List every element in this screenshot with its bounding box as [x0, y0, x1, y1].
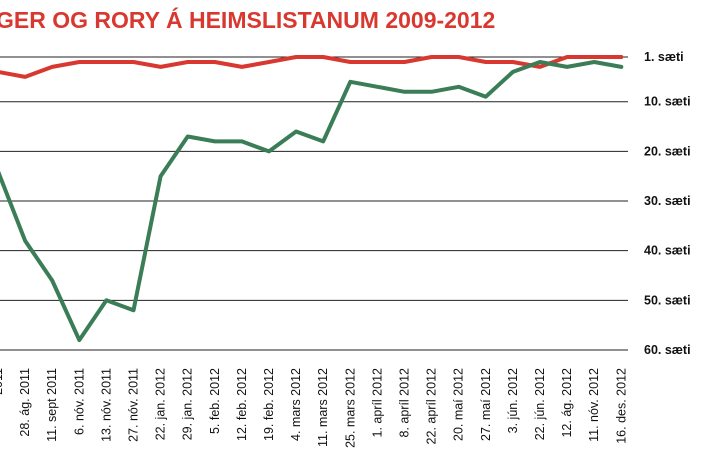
x-tick-label: 27. maí 2012 — [479, 368, 493, 441]
x-tick-label: 16. des. 2012 — [614, 368, 628, 444]
x-tick-label: 27. nóv. 2011 — [127, 368, 141, 442]
x-tick-label: 8. apríl 2012 — [398, 368, 412, 438]
chart-title: GER OG RORY Á HEIMSLISTANUM 2009-2012 — [0, 6, 495, 33]
y-tick-label: 60. sæti — [644, 343, 691, 357]
x-tick-label: 6. nóv. 2011 — [72, 368, 86, 435]
x-tick-label: 22. apríl 2012 — [425, 368, 439, 444]
x-tick-label: 13. nóv. 2011 — [99, 368, 113, 442]
x-tick-label: 20. maí 2012 — [452, 368, 466, 441]
x-tick-label: 5. feb. 2012 — [208, 368, 222, 434]
x-tick-label: 1. apríl 2012 — [370, 368, 384, 438]
y-tick-label: 30. sæti — [644, 194, 691, 208]
gridlines — [0, 56, 628, 351]
y-tick-label: 40. sæti — [644, 244, 691, 258]
x-tick-label: 11. sept 2011 — [45, 368, 59, 442]
x-tick-label: 29. jan. 2012 — [181, 368, 195, 440]
x-tick-label: 3. jún. 2012 — [506, 368, 520, 433]
series-2-line — [0, 60, 624, 343]
x-tick-label: 11. mars 2012 — [316, 368, 330, 447]
x-axis-labels: 2011 28. ág. 2011 11. sept 2011 6. nóv. 201… — [0, 368, 628, 448]
x-tick-label: 4. mars 2012 — [289, 368, 303, 441]
y-tick-label: 20. sæti — [644, 144, 691, 158]
x-tick-label: 22. jún. 2012 — [533, 368, 547, 440]
y-tick-label: 1. sæti — [644, 50, 684, 64]
x-tick-label: 19. feb. 2012 — [262, 368, 276, 441]
y-tick-label: 50. sæti — [644, 293, 691, 307]
x-tick-label: 12. ág. 2012 — [560, 368, 574, 438]
y-axis-labels: 1. sæti 10. sæti 20. sæti 30. sæti 40. sæti 5… — [644, 50, 691, 357]
series-lines — [0, 55, 624, 343]
series-1-line — [0, 55, 624, 79]
x-tick-label: 12. feb. 2012 — [235, 368, 249, 441]
y-tick-label: 10. sæti — [644, 95, 691, 109]
x-tick-label: 25. mars 2012 — [343, 368, 357, 448]
x-tick-label: 11. nóv. 2012 — [587, 368, 601, 442]
x-tick-label: 28. ág. 2011 — [18, 368, 32, 437]
x-tick-label: 22. jan. 2012 — [154, 368, 168, 440]
x-tick-label: 2011 — [0, 368, 5, 395]
